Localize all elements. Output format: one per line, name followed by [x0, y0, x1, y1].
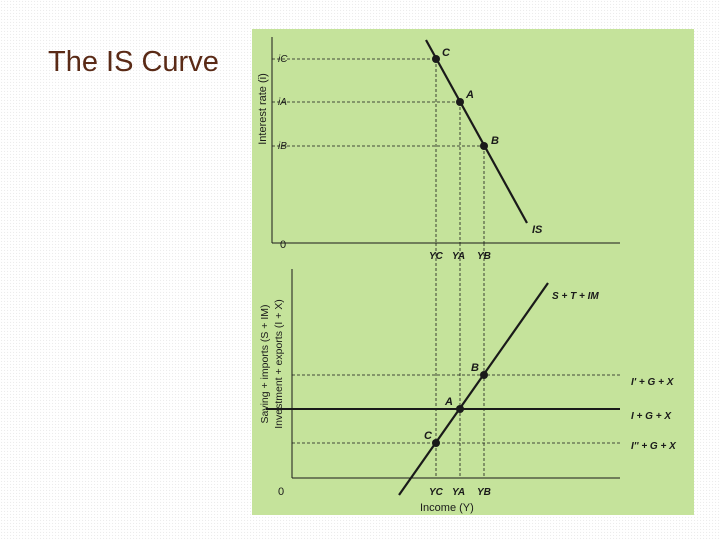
point-b-top-label: B — [491, 135, 499, 147]
point-a-bottom-label: A — [444, 396, 453, 408]
label-i-prime: I' + G + X — [631, 377, 675, 388]
is-curve-figure: Interest rate (i) 0 C A B IS iC iA iB — [252, 29, 694, 515]
bottom-origin-label: 0 — [278, 486, 284, 498]
slide-title: The IS Curve — [48, 46, 219, 78]
point-a-top — [456, 98, 464, 106]
is-curve-label: IS — [532, 224, 543, 236]
point-a-bottom — [456, 405, 464, 413]
top-y-axis-label: Interest rate (i) — [257, 73, 269, 145]
tick-yb-top: YB — [477, 251, 491, 262]
tick-ib: iB — [278, 141, 287, 152]
top-guides — [272, 58, 485, 243]
tick-ya-top: YA — [452, 251, 465, 262]
saving-line — [398, 282, 549, 496]
label-i-double-prime: I'' + G + X — [631, 441, 677, 452]
tick-ia: iA — [278, 97, 287, 108]
point-c-top-label: C — [442, 47, 451, 59]
point-c-top — [432, 55, 440, 63]
point-b-bottom-label: B — [471, 362, 479, 374]
tick-ya-bottom: YA — [452, 487, 465, 498]
is-curve-diagram: Interest rate (i) 0 C A B IS iC iA iB — [257, 37, 677, 514]
is-curve-line — [425, 39, 528, 224]
top-panel: Interest rate (i) 0 C A B IS iC iA iB — [257, 37, 620, 262]
point-b-bottom — [480, 371, 488, 379]
bottom-panel: Saving + imports (S + IM) Investment + e… — [259, 243, 677, 514]
point-a-top-label: A — [465, 89, 474, 101]
label-i-g-x: I + G + X — [631, 411, 672, 422]
tick-yc-bottom: YC — [429, 487, 444, 498]
bottom-y-axis-label-2: Investment + exports (I + X) — [273, 299, 285, 429]
top-origin-label: 0 — [280, 239, 286, 251]
tick-yb-bottom: YB — [477, 487, 491, 498]
saving-line-label: S + T + IM — [552, 291, 599, 302]
tick-yc-top: YC — [429, 251, 444, 262]
bottom-x-axis-label: Income (Y) — [420, 502, 474, 514]
bottom-guides — [292, 243, 620, 478]
point-c-bottom-label: C — [424, 430, 433, 442]
point-c-bottom — [432, 439, 440, 447]
tick-ic: iC — [278, 54, 288, 65]
bottom-y-axis-label-1: Saving + imports (S + IM) — [259, 304, 271, 423]
point-b-top — [480, 142, 488, 150]
